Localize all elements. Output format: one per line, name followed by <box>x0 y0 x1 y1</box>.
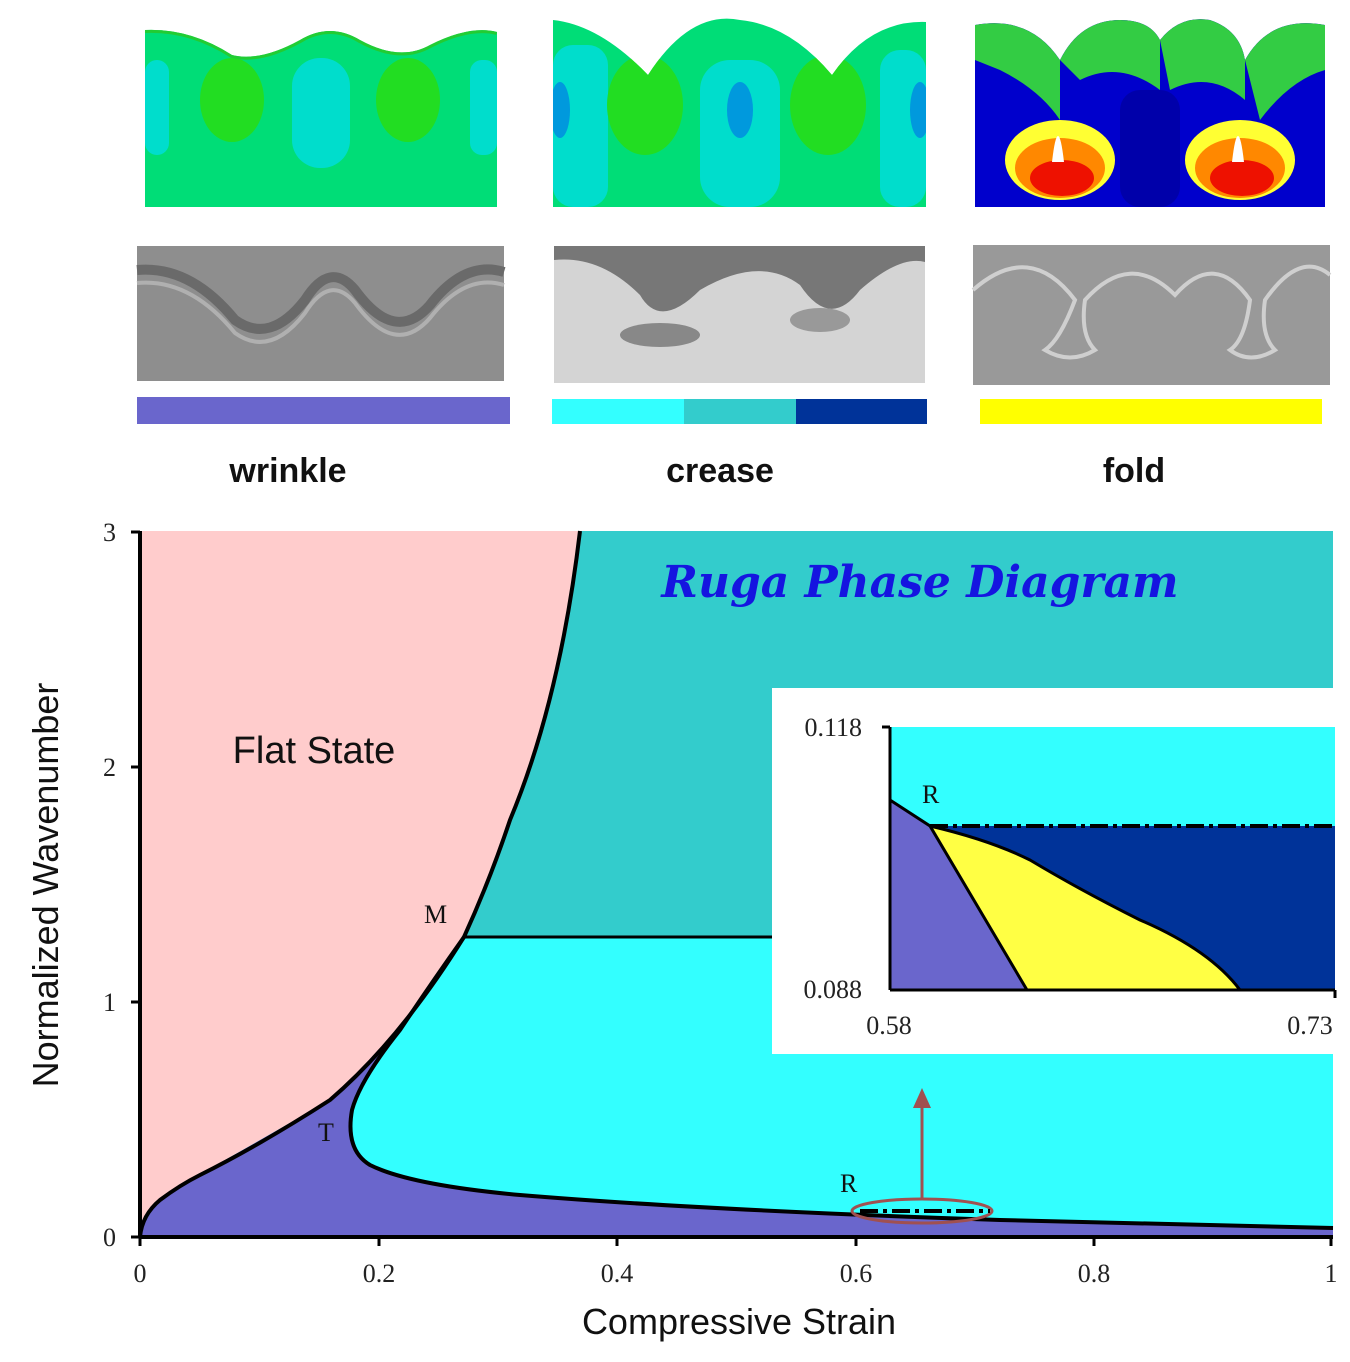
wrinkle-color-bar <box>137 397 510 424</box>
y-tick-label: 2 <box>103 753 116 782</box>
inset-fold-region <box>930 826 1240 990</box>
crease-photo <box>554 246 925 383</box>
wrinkle-region <box>140 937 1333 1237</box>
wrinkle-photo <box>136 246 506 381</box>
y-tick-label: 1 <box>103 988 116 1017</box>
crease-color-bar-light <box>552 399 684 424</box>
point-r-label: R <box>840 1169 858 1198</box>
inset-y-tick-label: 0.088 <box>804 975 863 1004</box>
diagram-title: Ruga Phase Diagram <box>659 557 1178 608</box>
inset-x-tick-label: 0.58 <box>866 1011 912 1040</box>
r-highlight-ellipse <box>850 1197 994 1225</box>
fold-photo <box>971 245 1332 385</box>
point-t-label: T <box>318 1118 334 1147</box>
x-tick-label: 1 <box>1325 1259 1338 1288</box>
x-axis-title: Compressive Strain <box>582 1301 896 1342</box>
inset-y-tick-label: 0.118 <box>804 713 862 742</box>
crease-label: crease <box>666 452 774 490</box>
crease-color-bar-mid <box>684 399 796 424</box>
inset-plot: 0.118 0.088 0.58 0.73 R <box>772 688 1344 1054</box>
wrinkle-label: wrinkle <box>229 452 347 490</box>
crease-color-bar-dark <box>796 399 927 424</box>
x-tick-label: 0.8 <box>1078 1259 1111 1288</box>
inset-point-r-label: R <box>922 780 940 809</box>
fold-label: fold <box>1102 452 1166 490</box>
point-m-label: M <box>424 900 447 929</box>
x-tick-label: 0.2 <box>363 1259 396 1288</box>
x-tick-label: 0.6 <box>840 1259 873 1288</box>
crease-boundary-curve <box>348 935 1334 1230</box>
inset-x-tick-label: 0.73 <box>1287 1011 1333 1040</box>
x-tick-label: 0.4 <box>601 1259 634 1288</box>
crease-simulation-image <box>553 18 926 207</box>
y-axis-title: Normalized Wavenumber <box>25 683 66 1088</box>
flat-region <box>140 531 580 1230</box>
inset-arrow-head <box>913 1088 931 1108</box>
fold-color-bar <box>980 399 1322 424</box>
fold-simulation-image <box>975 19 1325 207</box>
wrinkle-simulation-image <box>145 29 497 207</box>
flat-state-label: Flat State <box>233 730 396 772</box>
x-tick-label: 0 <box>134 1259 147 1288</box>
y-tick-label: 0 <box>103 1223 116 1252</box>
y-tick-label: 3 <box>103 518 116 547</box>
y-ticks <box>131 530 140 1239</box>
inset-wrinkle-region <box>890 800 1027 990</box>
phase-diagram: 0 0.2 0.4 0.6 0.8 1 0 1 2 3 Compressive … <box>25 518 1344 1342</box>
top-images <box>136 18 1332 424</box>
